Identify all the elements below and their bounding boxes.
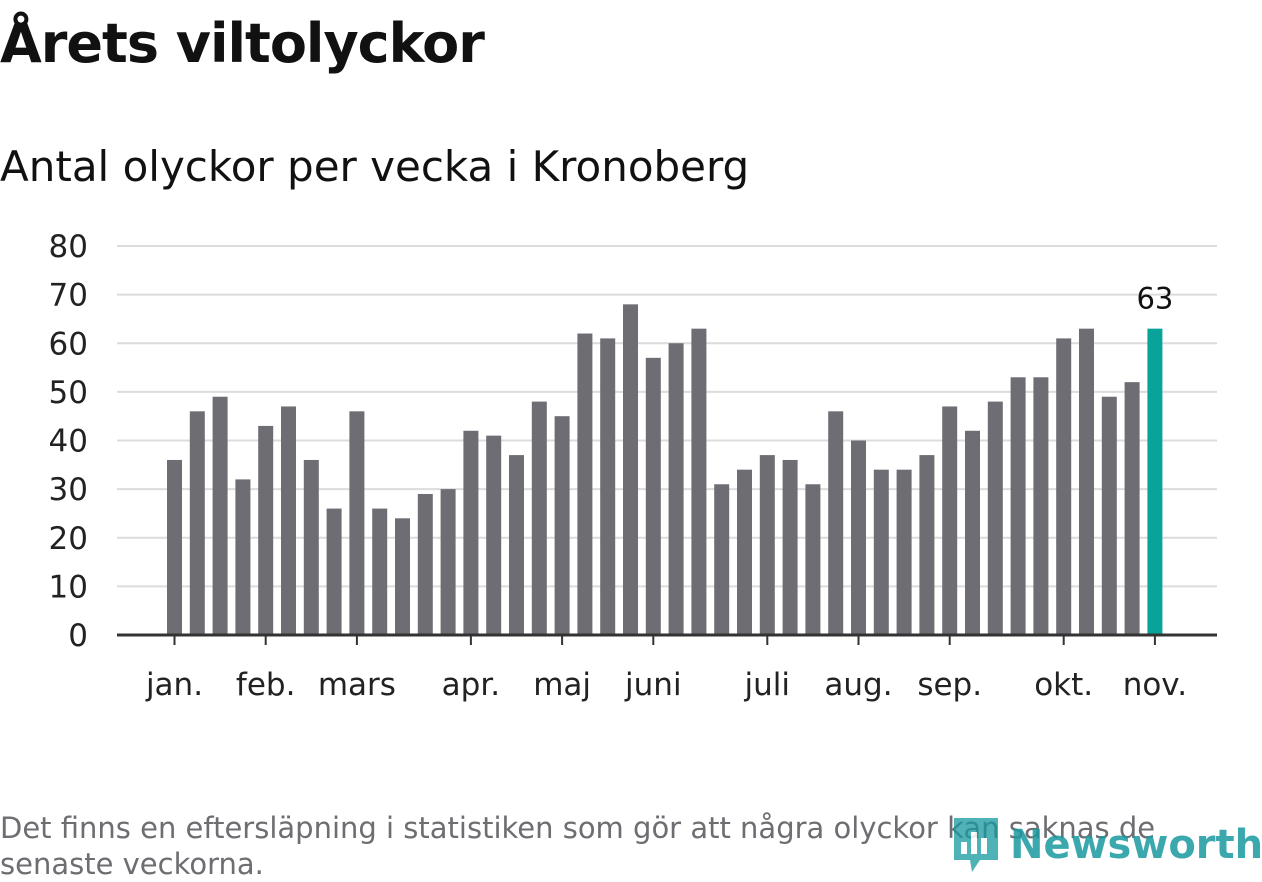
bar xyxy=(440,489,456,635)
bar xyxy=(851,440,866,635)
bar xyxy=(417,493,433,635)
y-tick-label: 20 xyxy=(49,521,88,557)
data-labels: 63 xyxy=(1136,282,1173,316)
highlight-value-label: 63 xyxy=(1136,282,1173,316)
y-tick-label: 30 xyxy=(49,472,88,508)
bar xyxy=(212,396,228,635)
y-tick-label: 60 xyxy=(49,326,88,362)
chart-subtitle: Antal olyckor per vecka i Kronoberg xyxy=(0,142,750,191)
bars xyxy=(167,304,1163,635)
bar xyxy=(554,416,570,635)
x-tick-label: mars xyxy=(318,667,396,703)
x-tick-label: okt. xyxy=(1034,667,1093,703)
bar xyxy=(531,401,547,635)
bar xyxy=(1010,377,1026,635)
bar xyxy=(987,401,1003,635)
bar xyxy=(326,508,342,635)
bar xyxy=(896,469,912,635)
bar xyxy=(759,455,775,635)
bar xyxy=(942,406,958,635)
bar xyxy=(372,508,388,635)
x-tick-label: sep. xyxy=(917,667,982,703)
x-tick-label: maj xyxy=(533,667,591,703)
bar-chart: 0 10 20 30 40 50 60 70 80 jan. feb. mars apr. maj jun… xyxy=(49,229,1217,703)
y-tick-label: 70 xyxy=(49,278,88,314)
bar-highlight xyxy=(1147,328,1163,635)
chart-title: Årets viltolyckor xyxy=(0,12,485,75)
bar xyxy=(167,459,182,635)
bar xyxy=(303,459,319,635)
bar xyxy=(395,518,410,635)
bar xyxy=(1101,396,1117,635)
bar xyxy=(281,406,296,635)
bar xyxy=(828,411,844,635)
bar xyxy=(258,425,274,635)
x-tick-label: juli xyxy=(744,667,791,703)
bar xyxy=(919,455,935,635)
bar xyxy=(737,469,752,635)
y-tick-label: 80 xyxy=(49,229,88,265)
bar xyxy=(1124,382,1140,635)
bar xyxy=(600,338,616,635)
x-axis-ticks: jan. feb. mars apr. maj juni juli aug. sep. okt. n… xyxy=(145,635,1187,703)
bar xyxy=(805,484,821,635)
y-tick-label: 0 xyxy=(68,618,88,654)
bar xyxy=(782,459,798,635)
y-tick-label: 10 xyxy=(49,569,88,605)
bar xyxy=(509,455,524,635)
x-tick-label: feb. xyxy=(236,667,296,703)
bar xyxy=(1079,328,1094,635)
brand-name: Newsworthy xyxy=(1010,822,1262,868)
bar xyxy=(1033,377,1049,635)
newsworthy-logo-icon xyxy=(954,818,998,872)
bar xyxy=(189,411,205,635)
bar xyxy=(349,411,365,635)
x-tick-label: jan. xyxy=(145,667,203,703)
bar xyxy=(486,435,502,635)
bar xyxy=(965,430,980,635)
y-axis-ticks: 0 10 20 30 40 50 60 70 80 xyxy=(49,229,88,654)
bar xyxy=(1056,338,1072,635)
bar xyxy=(691,328,707,635)
y-tick-label: 40 xyxy=(49,424,88,460)
bar xyxy=(623,304,638,635)
x-tick-label: aug. xyxy=(824,667,892,703)
bar xyxy=(714,484,730,635)
bar xyxy=(463,430,479,635)
y-tick-label: 50 xyxy=(49,375,88,411)
x-tick-label: nov. xyxy=(1123,667,1187,703)
x-tick-label: juni xyxy=(624,667,682,703)
bar xyxy=(668,343,684,635)
bar xyxy=(645,357,661,635)
bar xyxy=(873,469,889,635)
newsworthy-logo: Newsworthy xyxy=(950,812,1262,878)
x-tick-label: apr. xyxy=(442,667,500,703)
bar xyxy=(235,479,251,635)
bar xyxy=(577,333,593,635)
